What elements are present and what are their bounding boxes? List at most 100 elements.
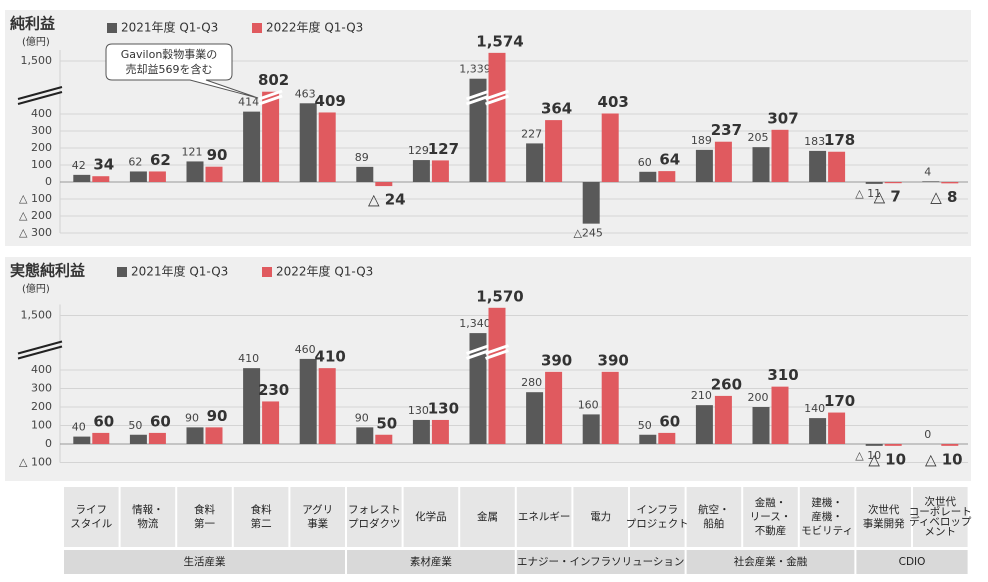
value-label: 210 (691, 389, 712, 402)
legend-swatch (262, 267, 272, 277)
bar (205, 427, 223, 444)
y-tick-label: 100 (31, 419, 52, 432)
value-label: 390 (598, 351, 629, 369)
bar (714, 141, 732, 182)
category-cell (64, 487, 119, 547)
value-label: 230 (258, 381, 289, 399)
bar (771, 129, 789, 182)
category-cell (573, 487, 628, 547)
category-cell (177, 487, 232, 547)
bar (714, 395, 732, 444)
category-cell (347, 487, 402, 547)
category-label: プロジェクト (626, 518, 689, 530)
bar (205, 166, 223, 182)
bar (375, 182, 393, 187)
bar (658, 432, 676, 444)
bar (412, 419, 430, 444)
value-label: 463 (295, 87, 316, 100)
group-cell (516, 550, 685, 574)
chart-title: 純利益 (10, 15, 55, 33)
value-label: 460 (295, 343, 316, 356)
value-label: △ 7 (874, 188, 901, 206)
value-label: 127 (428, 140, 459, 158)
category-cell (516, 487, 572, 547)
category-label: 船舶 (703, 517, 724, 530)
value-label: 227 (521, 127, 542, 140)
bar (884, 444, 902, 446)
value-label: 1,339 (459, 63, 491, 76)
value-label: 90 (185, 411, 199, 424)
axis-break (17, 340, 63, 360)
group-label: 生活産業 (184, 555, 226, 568)
value-label: 205 (748, 131, 769, 144)
category-label: 化学品 (415, 510, 447, 523)
value-label: 90 (355, 411, 369, 424)
bar (299, 358, 317, 444)
value-label: 64 (659, 151, 680, 169)
group-label: 社会産業・金融 (734, 555, 808, 568)
category-label: フォレスト (348, 504, 401, 516)
category-label: 情報・ (132, 503, 164, 516)
category-label: 次世代 (925, 495, 957, 508)
bar (431, 160, 449, 182)
chart-title: 実態純利益 (10, 262, 85, 280)
value-label: 178 (824, 131, 855, 149)
category-label: 第一 (194, 517, 215, 530)
value-label: 90 (207, 146, 228, 164)
bar (809, 150, 827, 182)
legend-swatch (107, 23, 117, 33)
bar (752, 147, 770, 182)
value-label: 414 (238, 96, 259, 109)
value-label: 60 (638, 156, 652, 169)
bar (148, 432, 166, 444)
category-label: スタイル (70, 518, 112, 530)
value-label: △ 11 (855, 187, 881, 200)
value-label: 307 (767, 109, 798, 127)
category-label: エネルギー (518, 511, 571, 523)
value-label: 60 (150, 412, 171, 430)
category-label: モビリティ (801, 525, 853, 537)
bar (658, 171, 676, 182)
bar (356, 166, 374, 182)
bar (582, 414, 600, 444)
category-cell (403, 487, 459, 547)
bar (318, 112, 336, 182)
category-label: 産機・ (811, 510, 843, 523)
legend-label: 2022年度 Q1-Q3 (266, 20, 363, 35)
bar (695, 405, 713, 444)
value-label: 0 (924, 428, 931, 441)
y-tick-label: 0 (45, 175, 52, 188)
bar (92, 432, 110, 444)
value-label: 62 (150, 151, 171, 169)
category-label: コーポレート (909, 506, 972, 518)
y-tick-label: 200 (31, 400, 52, 413)
value-label: 1,570 (476, 287, 523, 305)
annotation-box (105, 43, 259, 99)
axis-break (17, 86, 63, 105)
category-label: 事業開発 (863, 517, 905, 530)
y-tick-label: 1,500 (21, 309, 53, 322)
bar (262, 91, 280, 182)
legend-swatch (117, 267, 127, 277)
bar (92, 176, 110, 182)
value-label: 802 (258, 71, 289, 89)
annotation: Gavilon穀物事業の (121, 47, 218, 61)
bar (243, 368, 261, 444)
value-label: 130 (428, 399, 459, 417)
category-label: ライフ (76, 504, 108, 516)
group-label: エナジー・インフラソリューション (517, 556, 684, 568)
bar (809, 418, 827, 444)
value-label: 90 (207, 407, 228, 425)
bar (73, 436, 91, 444)
group-label: CDIO (899, 556, 926, 568)
bar (186, 427, 204, 444)
value-label: 62 (128, 155, 142, 168)
category-label: 次世代 (868, 503, 900, 516)
category-label: アグリ (302, 503, 333, 516)
bar (922, 181, 940, 182)
legend-label: 2022年度 Q1-Q3 (276, 264, 373, 279)
category-cell (290, 487, 345, 547)
category-label: 航空・ (698, 503, 730, 516)
y-tick-label: 300 (31, 124, 52, 137)
